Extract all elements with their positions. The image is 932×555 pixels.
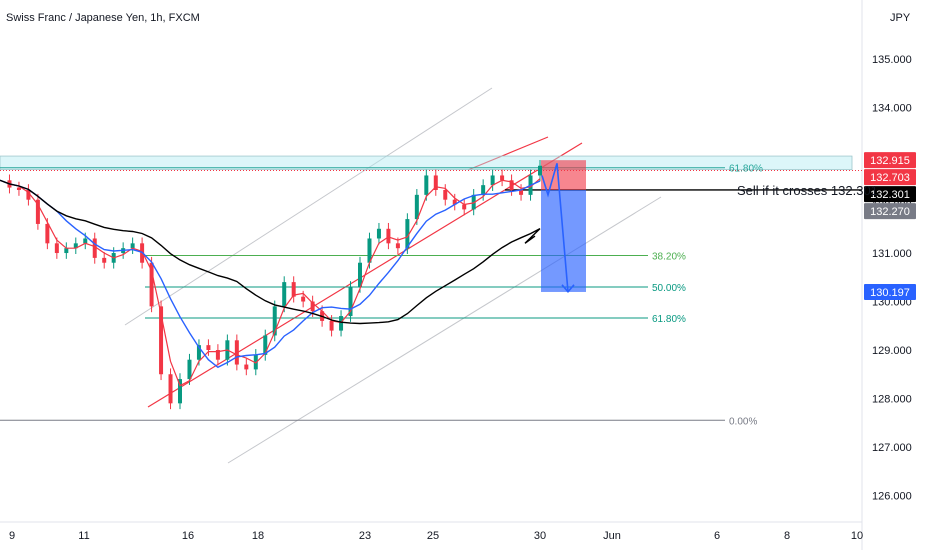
price-axis-label-text: 132.301 (870, 189, 910, 201)
candle-body (291, 282, 296, 297)
x-tick-label: 9 (9, 530, 15, 542)
sell-annotation[interactable]: Sell if it crosses 132.301 (737, 183, 878, 198)
price-axis-label-text: 132.270 (870, 206, 910, 218)
candle-body (500, 175, 505, 181)
candle-body (26, 190, 31, 200)
y-tick-label: 135.000 (872, 54, 912, 66)
candle-body (329, 320, 334, 331)
y-tick-label: 126.000 (872, 490, 912, 502)
candle-body (443, 190, 448, 200)
x-tick-label: 30 (534, 530, 546, 542)
candle-body (196, 345, 201, 360)
candle-body (54, 243, 59, 254)
candle-body (73, 243, 78, 249)
y-tick-label: 131.000 (872, 248, 912, 260)
y-tick-label: 128.000 (872, 393, 912, 405)
candle-body (339, 316, 344, 331)
x-tick-label: 18 (252, 530, 264, 542)
candle-body (282, 282, 287, 307)
candle-body (159, 306, 164, 375)
x-tick-label: 10 (851, 530, 863, 542)
candle-body (45, 223, 50, 244)
candle-body (102, 257, 107, 263)
candle-body (83, 238, 88, 244)
projection-arrowhead (561, 284, 575, 294)
candle-body (187, 359, 192, 380)
candle-body (424, 175, 429, 195)
price-axis-label-text: 130.197 (870, 287, 910, 299)
candle-body (481, 185, 486, 195)
candle-body (519, 190, 524, 195)
candle-body (395, 243, 400, 249)
x-tick-label: 16 (182, 530, 194, 542)
channel-upper-line[interactable] (124, 87, 493, 326)
candle-body (367, 238, 372, 263)
x-tick-label: 11 (78, 530, 89, 542)
price-axis-label[interactable] (864, 203, 916, 220)
candle-body (348, 286, 353, 317)
x-tick-label: 6 (714, 530, 720, 542)
ma-medium-line[interactable] (0, 179, 541, 369)
projection-path[interactable] (541, 163, 569, 292)
fib-level-label: 50.00% (652, 283, 686, 294)
candle-body (92, 238, 97, 258)
candle-body (272, 306, 277, 336)
x-tick-label: 23 (359, 530, 371, 542)
price-axis-label[interactable] (864, 169, 916, 186)
candle-body (16, 187, 21, 190)
candle-body (538, 165, 542, 176)
candle-body (462, 204, 467, 210)
candle-body (376, 228, 381, 239)
candle-body (414, 194, 419, 220)
candle-body (149, 262, 154, 307)
candle-body (130, 243, 135, 249)
currency-label: JPY (890, 12, 911, 24)
candle-body (405, 219, 410, 249)
candle-body (263, 335, 268, 355)
x-tick-label: 8 (784, 530, 790, 542)
candle-body (178, 379, 182, 404)
price-axis-label[interactable] (864, 283, 916, 300)
fib-level-label: 61.80% (652, 314, 686, 325)
fib-level-label: 61.80% (729, 164, 763, 175)
fib-level-label: 38.20% (652, 251, 686, 262)
candle-body (301, 296, 306, 302)
ma-slow-line[interactable] (0, 179, 541, 325)
channel-lower-line[interactable] (227, 196, 662, 464)
price-axis-label-text: 132.703 (870, 172, 910, 184)
candle-body (358, 262, 362, 287)
stop-loss-zone[interactable] (541, 160, 586, 190)
y-tick-label: 129.000 (872, 345, 912, 357)
wedge-upper-line[interactable] (467, 136, 549, 171)
price-axis-label-text: 132.915 (870, 155, 910, 167)
candle-body (433, 175, 438, 190)
candle-body (509, 180, 514, 190)
candle-body (215, 350, 220, 360)
candle-body (244, 364, 249, 370)
y-tick-label: 134.000 (872, 103, 912, 115)
candle-body (168, 374, 173, 404)
candle-body (234, 340, 239, 365)
ma-fast-line[interactable] (0, 178, 541, 387)
y-tick-label: 127.000 (872, 442, 912, 454)
candle-body (206, 345, 211, 350)
candle-body (490, 175, 495, 186)
x-tick-label: Jun (603, 530, 621, 542)
candle-body (471, 194, 476, 210)
candle-body (386, 228, 391, 244)
candle-body (35, 199, 40, 224)
fib-level-label: 0.00% (729, 416, 757, 427)
price-axis-label[interactable] (864, 152, 916, 169)
price-axis-label[interactable] (864, 186, 916, 203)
candle-body (452, 199, 457, 205)
chart-title: Swiss Franc / Japanese Yen, 1h, FXCM (6, 12, 200, 24)
candle-body (310, 301, 315, 312)
candle-body (64, 248, 69, 254)
x-tick-label: 25 (427, 530, 439, 542)
